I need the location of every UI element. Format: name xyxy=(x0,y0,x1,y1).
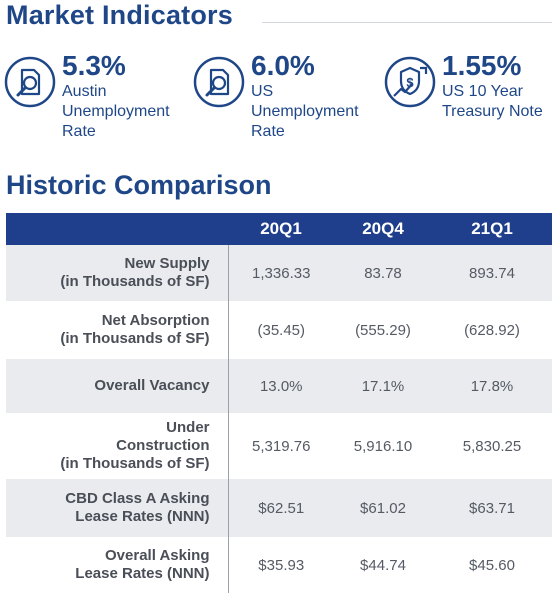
indicator-label: US 10 Year Treasury Note xyxy=(442,83,543,120)
table-row: Net Absorption (in Thousands of SF) (35.… xyxy=(6,301,552,359)
indicator-value: 1.55% xyxy=(442,50,522,81)
market-indicators-title: Market Indicators xyxy=(6,0,233,30)
magnifier-document-icon xyxy=(193,56,245,108)
cell-value: 1,336.33 xyxy=(228,245,334,301)
row-label: Under Construction (in Thousands of SF) xyxy=(6,413,229,479)
table-row: Under Construction (in Thousands of SF) … xyxy=(6,413,552,479)
table-row: Overall Vacancy 13.0% 17.1% 17.8% xyxy=(6,359,552,413)
money-shield-trend-icon: $ xyxy=(384,56,436,108)
cell-value: 5,830.25 xyxy=(462,437,522,455)
cell-value: (555.29) xyxy=(355,321,411,339)
cell-value: 5,916.10 xyxy=(353,437,413,455)
cell-value: 17.1% xyxy=(334,359,432,413)
cell-value: 83.78 xyxy=(334,245,432,301)
row-label: Overall Asking Lease Rates (NNN) xyxy=(6,537,229,593)
row-label: New Supply (in Thousands of SF) xyxy=(6,245,229,301)
cell-value: 893.74 xyxy=(432,245,552,301)
table-row: CBD Class A Asking Lease Rates (NNN) $62… xyxy=(6,479,552,537)
indicator-treasury-note: $ 1.55% US 10 Year Treasury Note xyxy=(384,50,560,150)
indicator-us-unemployment: 6.0% US Unemployment Rate xyxy=(193,50,373,150)
row-label: Overall Vacancy xyxy=(6,359,229,413)
cell-value: $62.51 xyxy=(228,479,334,537)
svg-text:$: $ xyxy=(406,75,414,90)
cell-value: $61.02 xyxy=(334,479,432,537)
indicator-value: 5.3% xyxy=(62,50,126,81)
cell-value: 5,319.76 xyxy=(252,437,311,455)
cell-value: $35.93 xyxy=(258,556,305,574)
cell-value: (35.45) xyxy=(257,321,306,339)
magnifier-document-icon xyxy=(4,56,56,108)
cell-value: 17.8% xyxy=(432,359,552,413)
table-header-row: 20Q1 20Q4 21Q1 xyxy=(6,213,552,245)
historic-comparison-title: Historic Comparison xyxy=(6,170,272,200)
header-blank xyxy=(6,213,228,245)
indicator-label: US Unemployment Rate xyxy=(251,83,359,140)
indicator-label: Austin Unemployment Rate xyxy=(62,83,170,140)
cell-value: 13.0% xyxy=(228,359,334,413)
column-header: 20Q4 xyxy=(334,213,432,245)
title-divider xyxy=(262,22,552,23)
cell-value: (628.92) xyxy=(464,321,520,339)
column-header: 21Q1 xyxy=(432,213,552,245)
row-label: CBD Class A Asking Lease Rates (NNN) xyxy=(6,479,229,537)
cell-value: $63.71 xyxy=(432,479,552,537)
historic-comparison-table: 20Q1 20Q4 21Q1 New Supply (in Thousands … xyxy=(6,213,552,593)
table-row: Overall Asking Lease Rates (NNN) $35.93 … xyxy=(6,537,552,593)
cell-value: $45.60 xyxy=(469,556,515,574)
cell-value: $44.74 xyxy=(360,556,406,574)
column-header: 20Q1 xyxy=(228,213,334,245)
table-row: New Supply (in Thousands of SF) 1,336.33… xyxy=(6,245,552,301)
row-label: Net Absorption (in Thousands of SF) xyxy=(6,301,229,359)
indicator-value: 6.0% xyxy=(251,50,315,81)
indicator-austin-unemployment: 5.3% Austin Unemployment Rate xyxy=(4,50,184,150)
